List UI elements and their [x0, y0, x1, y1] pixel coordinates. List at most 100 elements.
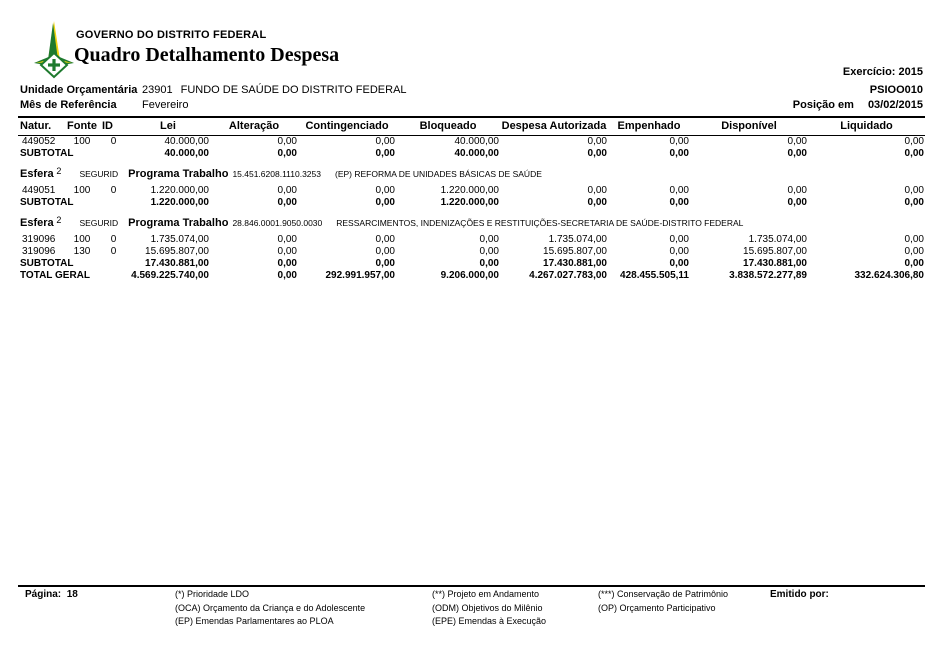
value-cell: 0,00 — [787, 185, 807, 196]
total-label: TOTAL GERAL — [20, 270, 90, 281]
esfera-cell: Esfera 2 SEGURID Programa Trabalho 28.846.0… — [18, 209, 925, 234]
value-cell: 0,00 — [479, 246, 499, 257]
report-code: PSIOO010 — [869, 84, 923, 96]
legend-item: (OP) Orçamento Participativo — [598, 602, 716, 613]
page-number-value: 18 — [66, 589, 78, 600]
value-cell: 15.695.807,00 — [743, 246, 807, 257]
page-number: Página: 18 — [25, 589, 78, 600]
subtotal-label: SUBTOTAL — [20, 197, 74, 208]
value-cell: 1.735.074,00 — [548, 234, 607, 245]
column-header: Disponível — [690, 117, 808, 136]
unidade-row: Unidade Orçamentária 23901 FUNDO DE SAÚD… — [20, 84, 923, 96]
value-cell: 40.000,00 — [164, 148, 210, 159]
table-header-row: Natur. Fonte ID Lei Alteração Contingenciado B… — [18, 117, 925, 136]
value-cell: 17.430.881,00 — [743, 258, 807, 269]
natureza-cell: 319096 — [22, 234, 56, 245]
id-cell: 0 — [110, 234, 117, 245]
natureza-cell: 449051 — [22, 185, 56, 196]
value-cell: 1.735.074,00 — [748, 234, 807, 245]
value-cell: 40.000,00 — [454, 136, 500, 147]
value-cell: 0,00 — [277, 246, 297, 257]
mes-value: Fevereiro — [142, 99, 189, 111]
exercicio-label: Exercício: 2015 — [842, 66, 923, 78]
value-cell: 0,00 — [787, 148, 807, 159]
value-cell: 0,00 — [375, 136, 395, 147]
posicao-value: 03/02/2015 — [867, 99, 923, 111]
value-cell: 0,00 — [669, 258, 689, 269]
value-cell: 0,00 — [375, 148, 395, 159]
value-cell: 0,00 — [277, 258, 297, 269]
value-cell: 0,00 — [904, 136, 924, 147]
legend-column-1: (*) Prioridade LDO (OCA) Orçamento da Cri… — [175, 588, 365, 629]
value-cell: 0,00 — [375, 246, 395, 257]
programa-trabalho-code: 15.451.6208.1110.3253 — [232, 169, 321, 179]
value-cell: 0,00 — [277, 197, 297, 208]
data-row: 449051 100 0 1.220.000,00 0,00 0,00 1.220.000,… — [18, 185, 925, 197]
value-cell: 0,00 — [277, 185, 297, 196]
value-cell: 1.220.000,00 — [150, 185, 209, 196]
legend-column-3: (***) Conservação de Patrimônio (OP) Orça… — [598, 588, 728, 615]
report-title: Quadro Detalhamento Despesa — [74, 44, 340, 66]
esfera-label: Esfera — [20, 217, 54, 229]
value-cell: 0,00 — [587, 185, 607, 196]
government-name: GOVERNO DO DISTRITO FEDERAL — [76, 29, 267, 41]
id-cell: 0 — [110, 185, 117, 196]
value-cell: 0,00 — [375, 185, 395, 196]
value-cell: 332.624.306,80 — [854, 270, 924, 281]
value-cell: 40.000,00 — [164, 136, 210, 147]
natureza-cell: 319096 — [22, 246, 56, 257]
value-cell: 3.838.572.277,89 — [729, 270, 807, 281]
legend-column-2: (**) Projeto em Andamento (ODM) Objetivos… — [432, 588, 546, 629]
unidade-code: 23901 — [142, 84, 173, 96]
value-cell: 0,00 — [277, 136, 297, 147]
value-cell: 0,00 — [787, 136, 807, 147]
fonte-cell: 100 — [73, 136, 91, 147]
value-cell: 40.000,00 — [454, 148, 500, 159]
fonte-cell: 100 — [73, 185, 91, 196]
column-header: Natur. — [18, 117, 63, 136]
column-header: Alteração — [210, 117, 298, 136]
page-number-label: Página: — [25, 589, 62, 600]
column-header: Bloqueado — [396, 117, 500, 136]
data-row: 319096 100 0 1.735.074,00 0,00 0,00 0,00 1.735.… — [18, 234, 925, 246]
column-header: Despesa Autorizada — [500, 117, 608, 136]
programa-descricao: RESSARCIMENTOS, INDENIZAÇÕES E RESTITUIÇ… — [336, 218, 744, 228]
fonte-cell: 100 — [73, 234, 91, 245]
id-cell: 0 — [110, 136, 117, 147]
mes-row: Mês de Referência Fevereiro Posição em 0… — [20, 99, 923, 111]
legend-item: (ODM) Objetivos do Milênio — [432, 602, 543, 613]
expense-table-container: Natur. Fonte ID Lei Alteração Contingenciado B… — [18, 116, 925, 282]
programa-trabalho-label: Programa Trabalho — [128, 217, 229, 229]
total-geral-row: TOTAL GERAL 4.569.225.740,00 0,00 292.991.9… — [18, 270, 925, 282]
column-header: Lei — [126, 117, 210, 136]
legend-item: (***) Conservação de Patrimônio — [598, 589, 729, 599]
value-cell: 4.267.027.783,00 — [529, 270, 607, 281]
esfera-label: Esfera — [20, 168, 54, 180]
esfera-kind: SEGURID — [79, 218, 119, 228]
value-cell: 0,00 — [587, 136, 607, 147]
id-cell: 0 — [110, 246, 117, 257]
column-header: Contingenciado — [298, 117, 396, 136]
esfera-cell: Esfera 2 SEGURID Programa Trabalho 15.451.6… — [18, 160, 925, 185]
value-cell: 0,00 — [277, 270, 297, 281]
value-cell: 428.455.505,11 — [620, 270, 689, 281]
value-cell: 0,00 — [669, 197, 689, 208]
expense-table: Natur. Fonte ID Lei Alteração Contingenciado B… — [18, 116, 925, 282]
emitido-por-label: Emitido por: — [770, 589, 829, 600]
subtotal-label: SUBTOTAL — [20, 148, 74, 159]
value-cell: 15.695.807,00 — [145, 246, 209, 257]
value-cell: 1.220.000,00 — [150, 197, 209, 208]
esfera-row: Esfera 2 SEGURID Programa Trabalho 15.451.6… — [18, 160, 925, 185]
value-cell: 0,00 — [669, 234, 689, 245]
value-cell: 292.991.957,00 — [325, 270, 395, 281]
esfera-kind: SEGURID — [79, 169, 119, 179]
natureza-cell: 449052 — [22, 136, 56, 147]
value-cell: 9.206.000,00 — [440, 270, 499, 281]
fonte-cell: 130 — [73, 246, 91, 257]
value-cell: 0,00 — [904, 185, 924, 196]
column-header: Empenhado — [608, 117, 690, 136]
programa-trabalho-label: Programa Trabalho — [128, 168, 229, 180]
value-cell: 0,00 — [375, 258, 395, 269]
unidade-name: FUNDO DE SAÚDE DO DISTRITO FEDERAL — [180, 84, 407, 96]
